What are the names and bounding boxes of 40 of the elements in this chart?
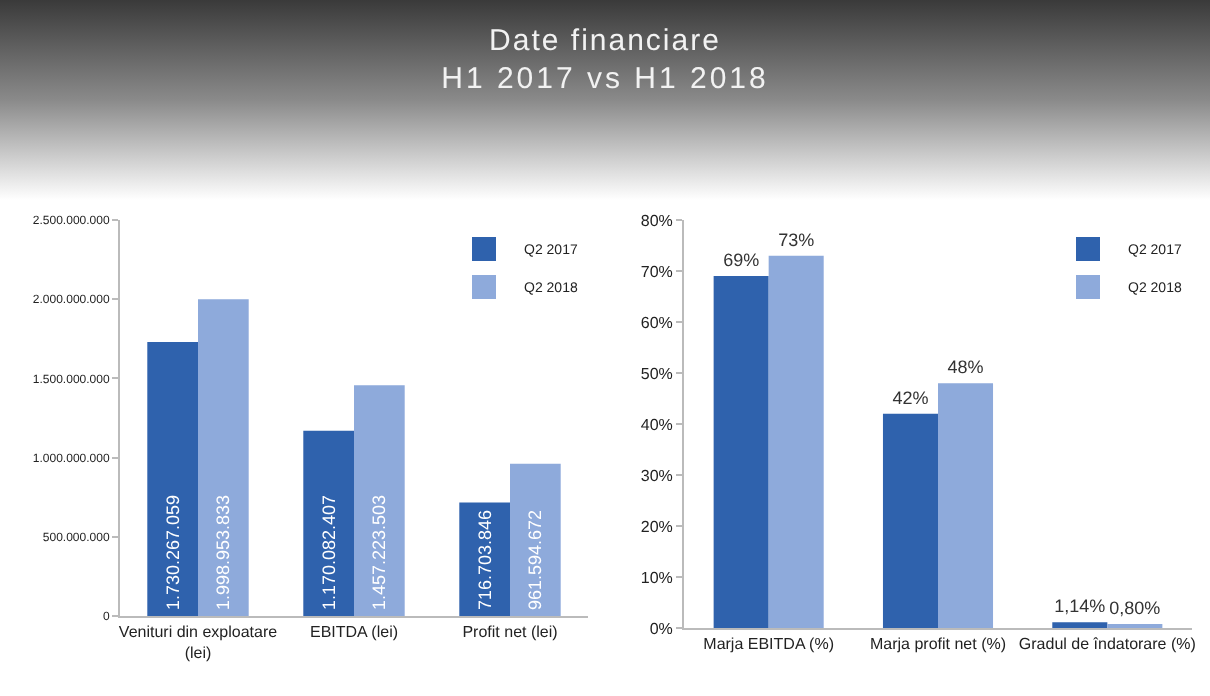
data-label: 716.703.846 <box>474 509 495 610</box>
chart-subtitle: H1 2017 vs H1 2018 <box>439 62 771 96</box>
data-label: 1.998.953.833 <box>213 494 234 610</box>
data-label: 73% <box>778 229 815 250</box>
data-label: 1.170.082.407 <box>318 494 339 610</box>
data-label: 1,14% <box>1054 596 1106 617</box>
data-label: 1.730.267.059 <box>162 494 183 610</box>
bar <box>882 413 938 628</box>
y-tick-label: 0% <box>649 619 673 638</box>
bar <box>198 299 249 616</box>
bar <box>510 463 561 616</box>
y-tick-label: 70% <box>640 262 673 281</box>
data-label: 42% <box>892 387 929 408</box>
y-tick-label: 80% <box>640 211 673 230</box>
data-label: 0,80% <box>1109 597 1161 618</box>
x-tick-label: Gradul de îndatorare (%) <box>1018 635 1197 654</box>
y-tick-label: 20% <box>640 517 673 536</box>
y-tick-label: 40% <box>640 415 673 434</box>
x-tick-label: EBITDA (lei) <box>309 623 399 642</box>
data-label: 1.457.223.503 <box>369 494 390 610</box>
bar <box>713 276 769 628</box>
y-tick-label: 10% <box>640 568 673 587</box>
bar <box>459 502 510 616</box>
y-tick-label: 60% <box>640 313 673 332</box>
bar <box>938 383 994 628</box>
data-label: 961.594.672 <box>525 509 546 610</box>
y-tick-label: 30% <box>640 466 673 485</box>
x-tick-label: Venituri din exploatare (lei) <box>118 623 279 662</box>
chart-title: Date financiare <box>487 24 723 58</box>
y-tick-label: 50% <box>640 364 673 383</box>
bar <box>1052 622 1108 628</box>
bar <box>354 385 405 616</box>
bar <box>303 430 354 616</box>
bar <box>147 341 198 616</box>
bar <box>768 255 824 628</box>
data-label: 69% <box>723 250 760 271</box>
x-tick-label: Marja EBITDA (%) <box>703 635 835 654</box>
x-tick-label: Marja profit net (%) <box>869 635 1007 654</box>
data-label: 48% <box>947 357 984 378</box>
x-tick-label: Profit net (lei) <box>462 623 559 642</box>
